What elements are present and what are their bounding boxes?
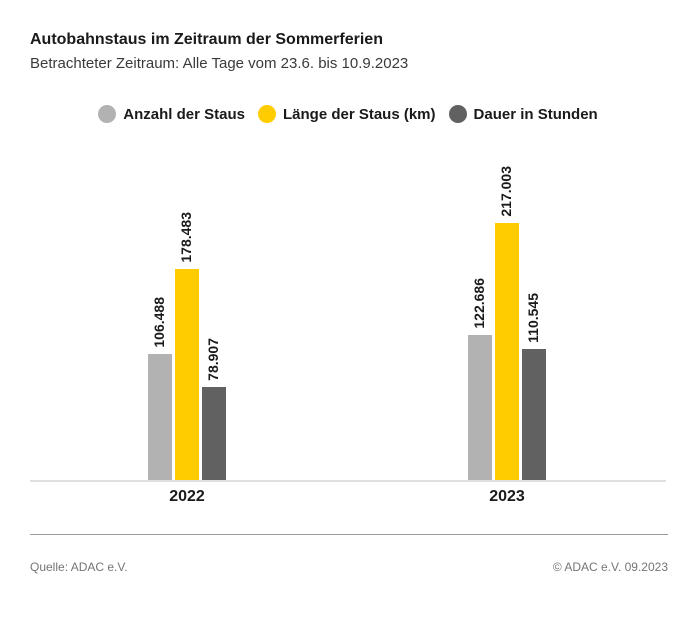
copyright-note: © ADAC e.V. 09.2023 bbox=[552, 560, 668, 574]
bar-2023-series-0 bbox=[468, 335, 492, 480]
category-label-2022: 2022 bbox=[169, 488, 205, 505]
legend-circle-swatch-icon bbox=[257, 105, 276, 123]
source-note: Quelle: ADAC e.V. bbox=[30, 560, 128, 574]
bar-value-label: 110.545 bbox=[525, 293, 541, 343]
bar-2022-series-0 bbox=[148, 354, 172, 480]
bar-value-label: 178.483 bbox=[178, 212, 194, 263]
bar-value-label: 122.686 bbox=[471, 278, 487, 329]
bar-value-label: 217.003 bbox=[498, 166, 514, 217]
legend-circle-swatch-icon bbox=[98, 105, 117, 123]
legend: Anzahl der Staus Länge der Staus (km) Daue… bbox=[0, 105, 696, 123]
legend-circle-swatch-icon bbox=[448, 105, 467, 123]
bar-2023-series-1 bbox=[495, 223, 519, 480]
legend-item-2: Dauer in Stunden bbox=[448, 105, 598, 123]
bar-2023-series-2 bbox=[522, 349, 546, 480]
legend-label: Dauer in Stunden bbox=[473, 105, 598, 123]
bar-2022-series-2 bbox=[202, 387, 226, 480]
bar-value-label: 78.907 bbox=[205, 338, 221, 381]
category-label-2023: 2023 bbox=[489, 488, 525, 505]
legend-item-0: Anzahl der Staus bbox=[98, 105, 245, 123]
bar-2022-series-1 bbox=[175, 269, 199, 480]
bar-value-label: 106.488 bbox=[151, 297, 167, 348]
page-title: Autobahnstaus im Zeitraum der Sommerferi… bbox=[30, 31, 383, 48]
footer-divider bbox=[30, 534, 668, 535]
page-subtitle: Betrachteter Zeitraum: Alle Tage vom 23.… bbox=[30, 55, 409, 72]
legend-item-1: Länge der Staus (km) bbox=[257, 105, 436, 123]
legend-label: Anzahl der Staus bbox=[123, 105, 245, 123]
legend-label: Länge der Staus (km) bbox=[282, 105, 436, 123]
bar-chart: 106.488 178.483 78.907 2022 122.686 217.003 11… bbox=[30, 140, 666, 505]
